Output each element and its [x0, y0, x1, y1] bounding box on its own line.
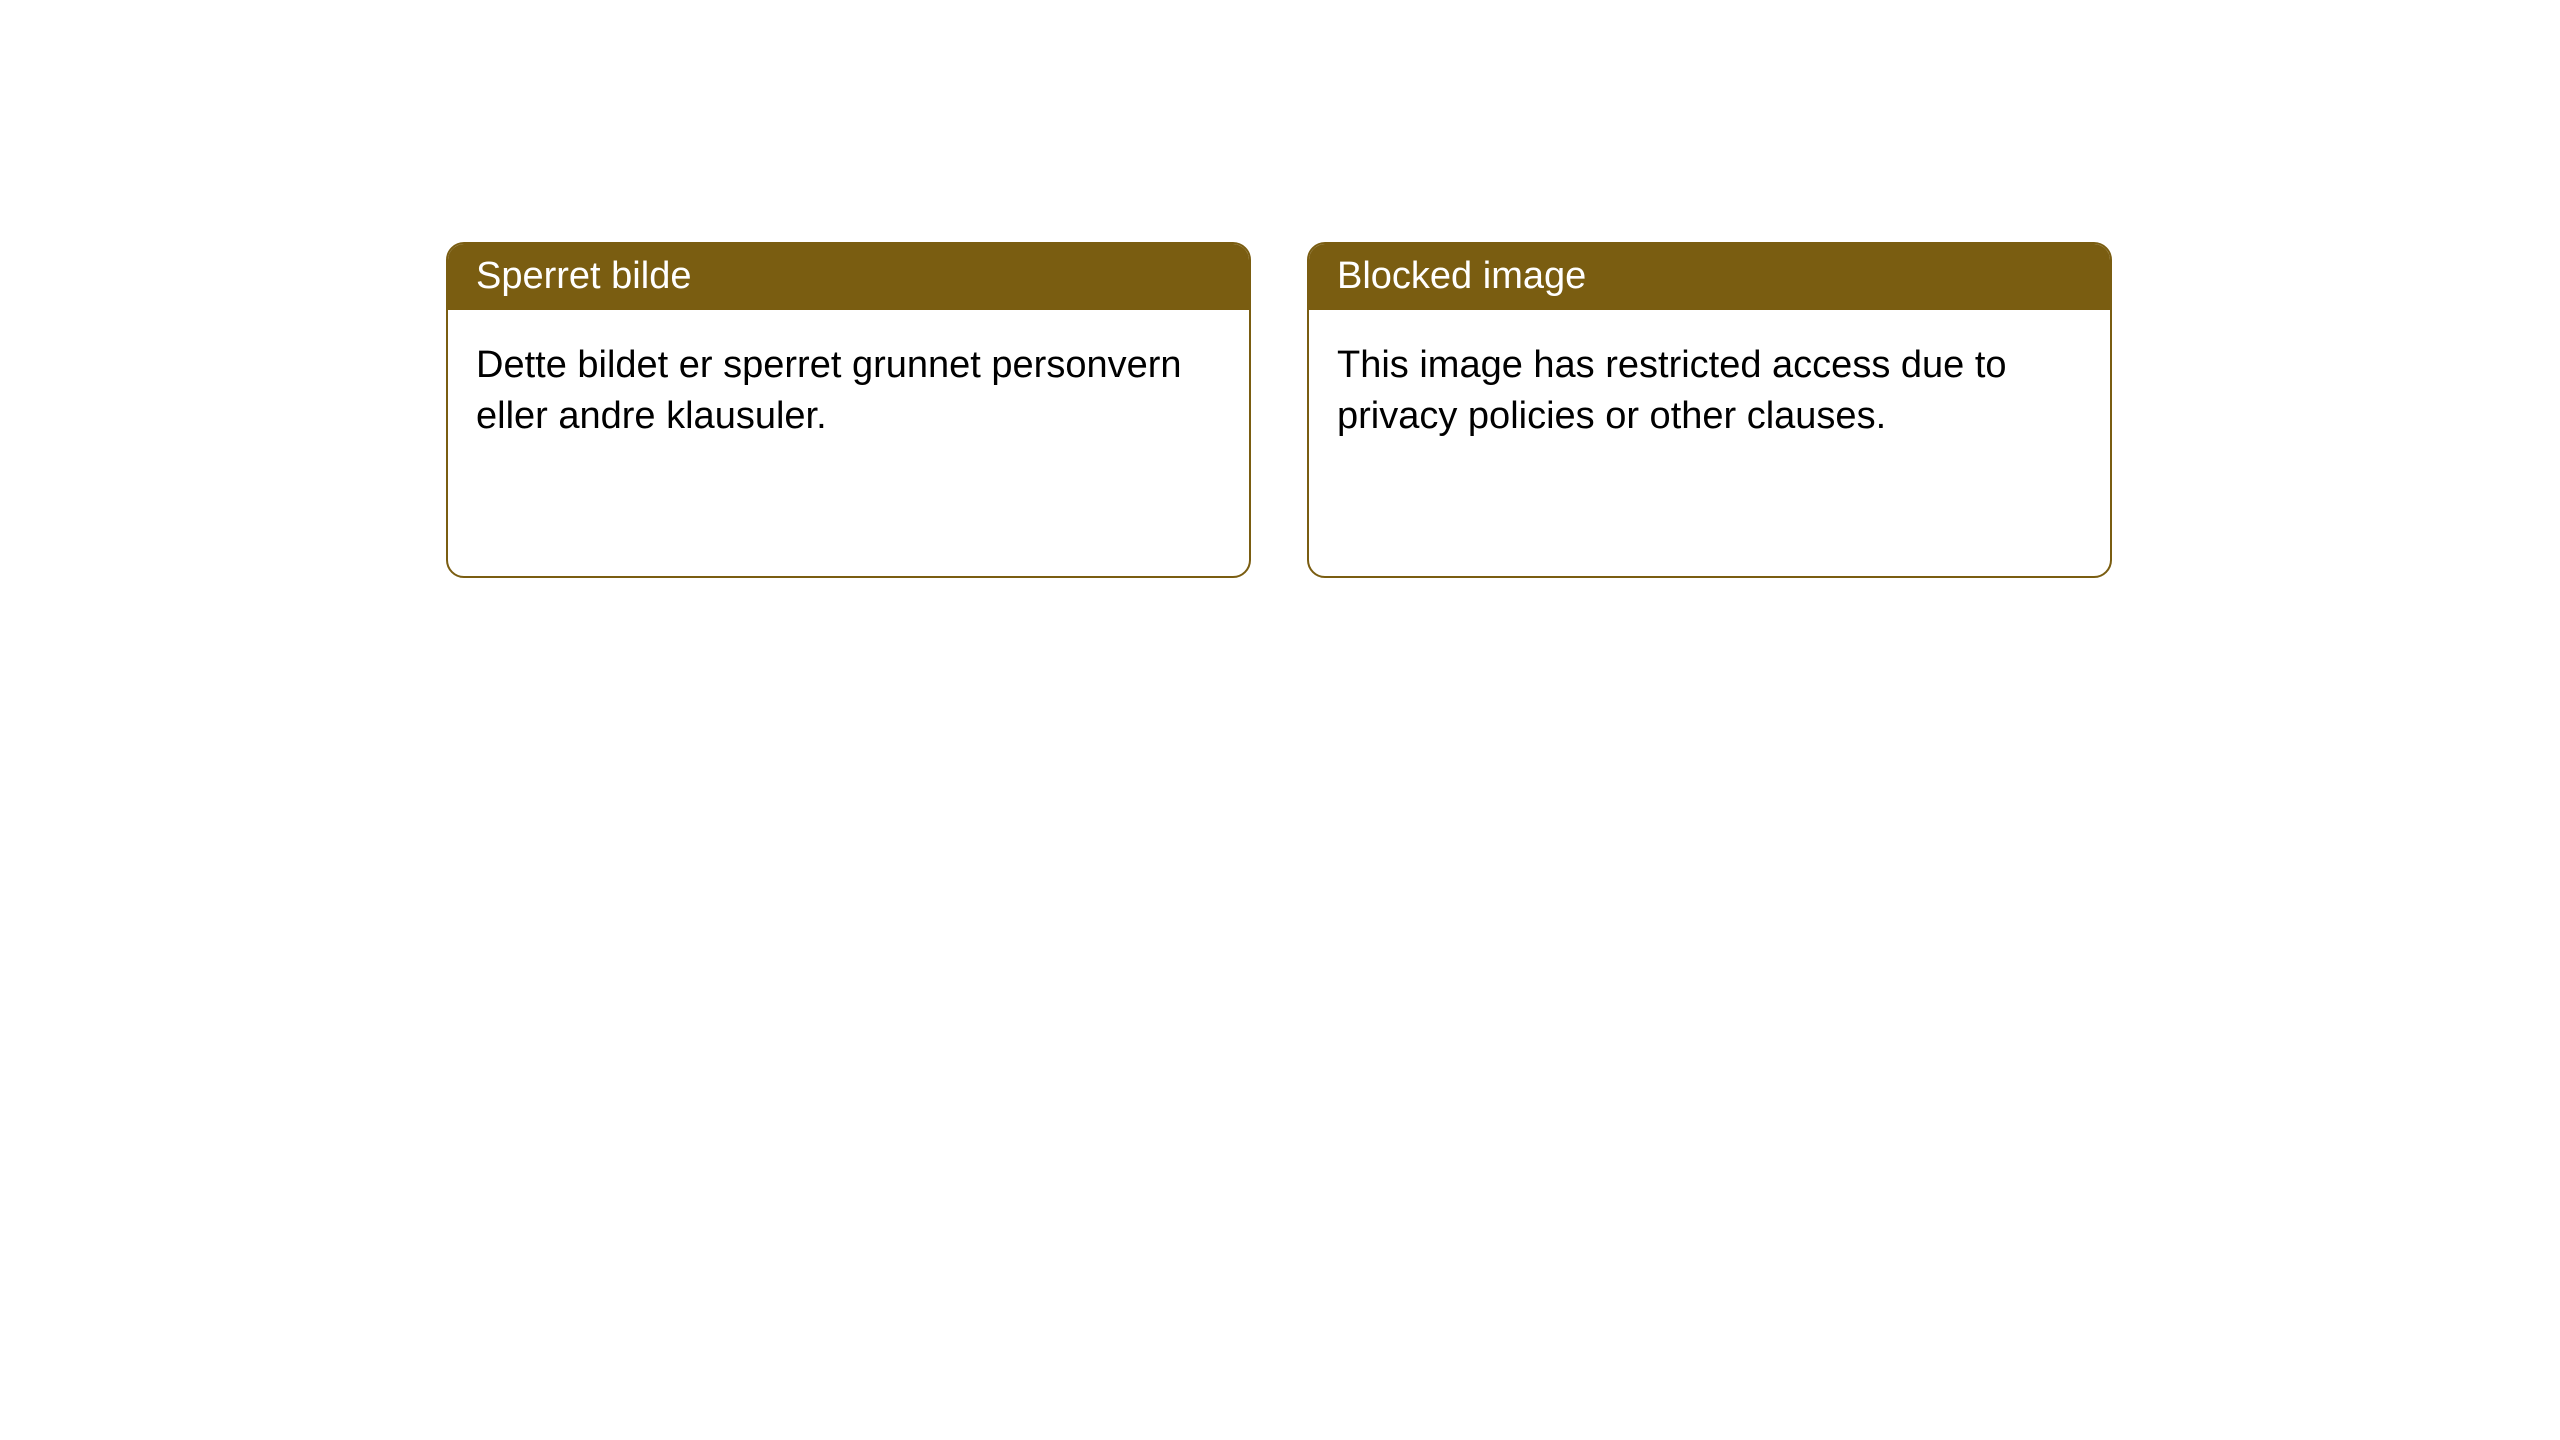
notice-card-english: Blocked image This image has restricted …	[1307, 242, 2112, 578]
notice-title: Sperret bilde	[448, 244, 1249, 310]
notice-title: Blocked image	[1309, 244, 2110, 310]
notice-container: Sperret bilde Dette bildet er sperret gr…	[0, 0, 2560, 578]
notice-body: Dette bildet er sperret grunnet personve…	[448, 310, 1249, 473]
notice-card-norwegian: Sperret bilde Dette bildet er sperret gr…	[446, 242, 1251, 578]
notice-body: This image has restricted access due to …	[1309, 310, 2110, 473]
